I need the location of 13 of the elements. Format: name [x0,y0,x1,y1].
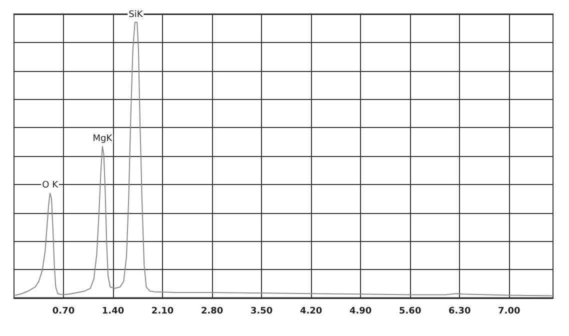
annotation: SiK [128,10,144,20]
x-tick-label: 4.20 [300,306,322,316]
x-tick-label: 7.00 [498,306,520,316]
x-tick-label: 2.80 [200,306,224,316]
x-tick-label: 5.60 [399,306,422,316]
annotation: MgK [92,134,114,144]
x-tick-label: 6.30 [448,306,471,316]
annotation: O K [42,180,60,191]
x-tick-label: 3.50 [250,306,273,316]
x-tick-label: 1.40 [102,306,124,316]
x-tick-label: 0.70 [52,306,75,316]
x-tick-label: 4.90 [349,306,372,316]
x-tick-label: 2.10 [151,306,174,316]
